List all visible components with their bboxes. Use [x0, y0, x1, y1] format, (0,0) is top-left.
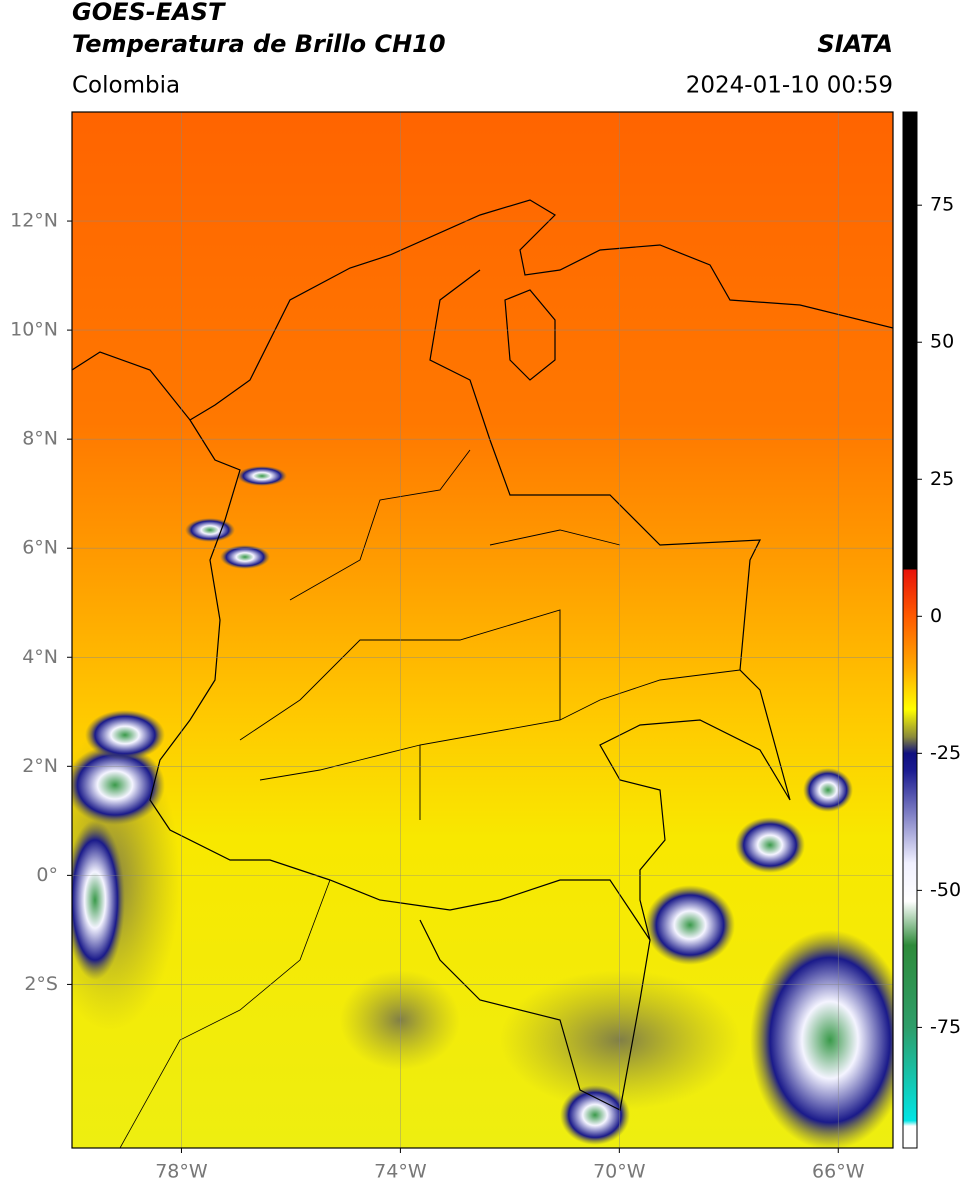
map-frame: [71, 111, 894, 1149]
y-tick-label: 8°N: [22, 428, 58, 450]
colorbar-tick-label: -25: [930, 742, 961, 764]
colorbar-tick-label: -50: [930, 879, 961, 901]
x-tick-label: 78°W: [155, 1161, 208, 1183]
source: SIATA: [817, 30, 893, 58]
x-tick-label: 74°W: [374, 1161, 427, 1183]
y-tick-label: 0°: [36, 864, 58, 886]
datetime: 2024-01-10 00:59: [686, 73, 893, 99]
y-tick-label: 4°N: [22, 646, 58, 668]
x-tick-label: 66°W: [812, 1161, 865, 1183]
map-field: [72, 112, 893, 1148]
y-tick-label: 2°N: [22, 755, 58, 777]
colorbar-tick-label: 0: [930, 605, 942, 627]
y-tick-label: 10°N: [10, 319, 58, 341]
colorbar: [902, 111, 918, 1149]
y-tick-label: 12°N: [10, 210, 58, 232]
region: Colombia: [72, 73, 180, 99]
colorbar-tick-label: -75: [930, 1016, 961, 1038]
y-tick-label: 6°N: [22, 537, 58, 559]
colorbar-tick-label: 50: [930, 331, 954, 353]
satellite: GOES-EAST: [72, 0, 226, 26]
colorbar-tick-label: 75: [930, 194, 954, 216]
colorbar-tick-label: 25: [930, 468, 954, 490]
y-tick-label: 2°S: [24, 973, 58, 995]
x-tick-label: 70°W: [593, 1161, 646, 1183]
product: Temperatura de Brillo CH10: [72, 30, 446, 58]
